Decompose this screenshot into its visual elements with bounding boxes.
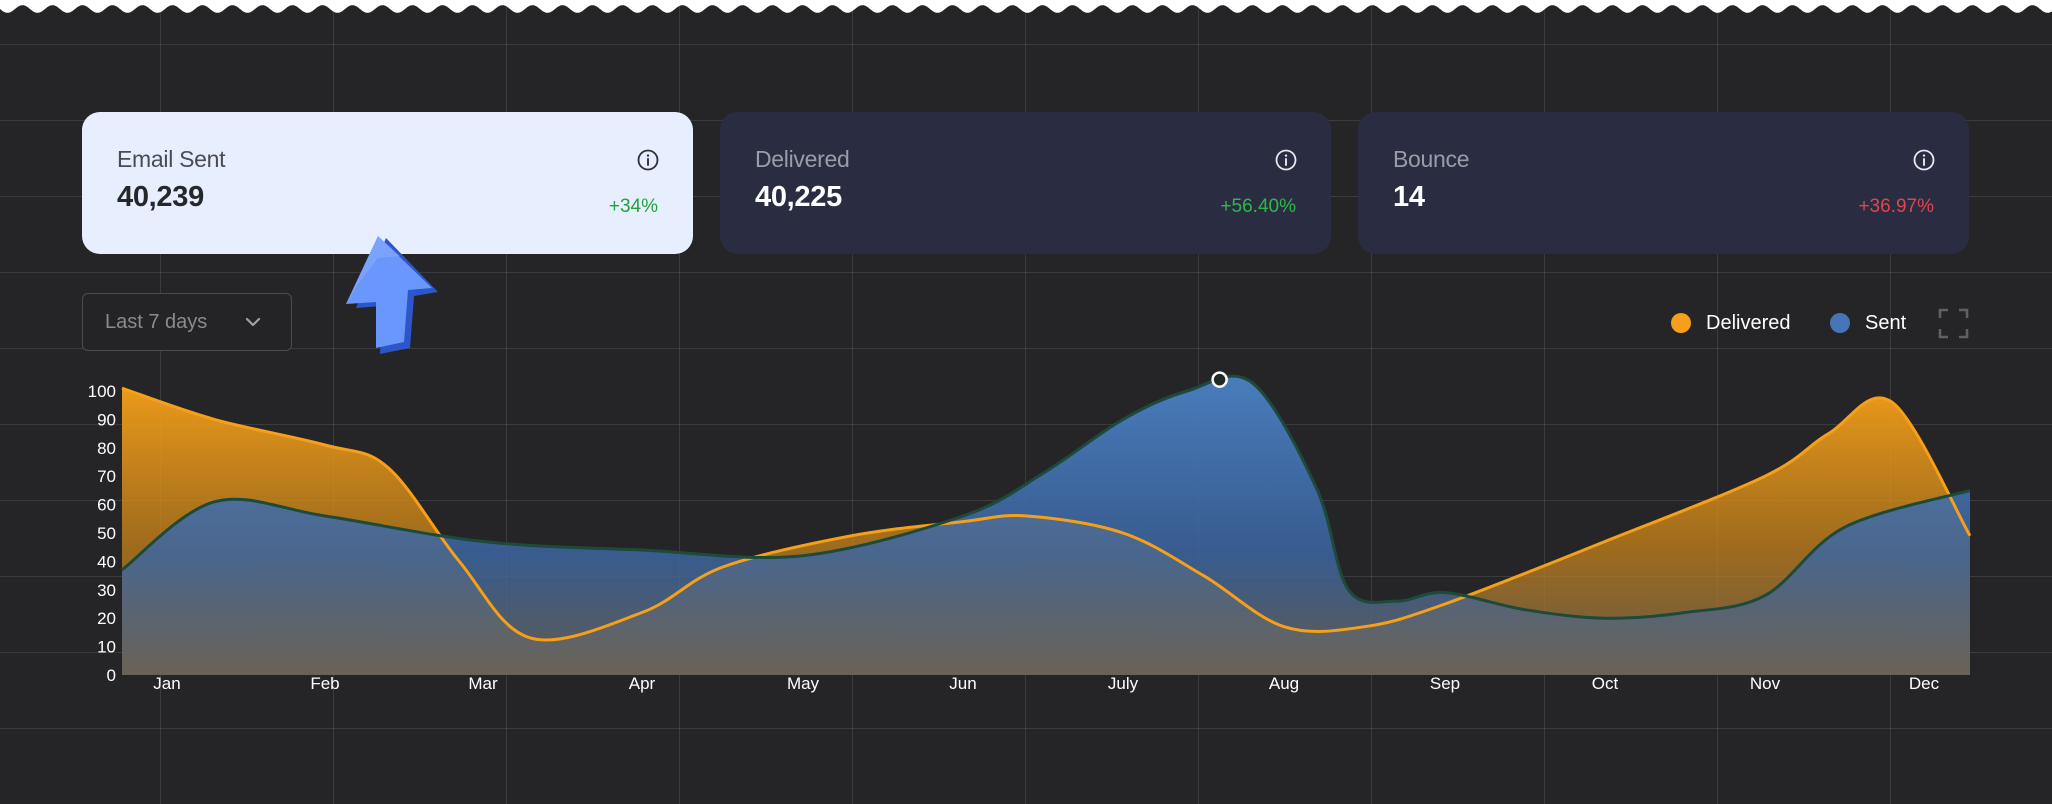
y-tick-label: 70: [97, 467, 116, 486]
x-tick-label: Oct: [1592, 674, 1619, 693]
y-tick-label: 10: [97, 638, 116, 657]
y-tick-label: 80: [97, 439, 116, 458]
legend-label-sent: Sent: [1865, 311, 1907, 334]
delivered-card[interactable]: Delivered 40,225 +56.40%: [720, 112, 1331, 254]
y-axis: 0 10 20 30 40 50 60 70 80 90 100: [88, 382, 116, 685]
chart-markers: [1211, 371, 1228, 388]
info-icon[interactable]: [636, 148, 660, 172]
x-tick-label: July: [1108, 674, 1139, 693]
line-delivered: [121, 386, 1972, 642]
email-sent-change: +34%: [608, 196, 658, 217]
delivered-label: Delivered: [755, 146, 850, 172]
y-tick-label: 90: [97, 410, 116, 429]
bounce-label: Bounce: [1393, 146, 1470, 172]
y-tick-label: 0: [107, 666, 116, 685]
area-sent: [122, 376, 1970, 675]
x-tick-label: Jun: [949, 674, 976, 693]
delivered-change: +56.40%: [1220, 196, 1296, 217]
x-tick-label: Feb: [310, 674, 339, 693]
x-tick-label: Sep: [1430, 674, 1460, 693]
x-tick-label: Aug: [1269, 674, 1299, 693]
x-axis: Jan Feb Mar Apr May Jun July Aug Sep Oct Nov Dec: [153, 674, 1939, 693]
period-select-value: Last 7 days: [105, 311, 208, 333]
torn-paper-edge: [0, 0, 2052, 13]
chevron-down-icon: [245, 317, 261, 327]
legend-item-sent[interactable]: Sent: [1830, 309, 1906, 337]
highlight-point-sent: [1211, 371, 1228, 388]
y-tick-label: 60: [97, 496, 116, 515]
legend-dot-sent: [1830, 313, 1850, 333]
legend-dot-delivered: [1671, 313, 1691, 333]
y-tick-label: 50: [97, 524, 116, 543]
x-tick-label: Apr: [629, 674, 656, 693]
x-tick-label: Jan: [153, 674, 180, 693]
y-tick-label: 100: [88, 382, 116, 401]
delivered-value: 40,225: [755, 181, 842, 213]
fullscreen-icon[interactable]: [1938, 308, 1969, 339]
x-tick-label: Mar: [468, 674, 498, 693]
info-icon[interactable]: [1274, 148, 1298, 172]
x-tick-label: Dec: [1909, 674, 1940, 693]
email-sent-label: Email Sent: [117, 146, 226, 172]
cursor-arrow-icon: [346, 236, 438, 354]
y-tick-label: 40: [97, 552, 116, 571]
bounce-value: 14: [1393, 181, 1425, 213]
y-tick-label: 20: [97, 609, 116, 628]
legend-label-delivered: Delivered: [1706, 311, 1791, 334]
email-sent-value: 40,239: [117, 181, 204, 213]
y-tick-label: 30: [97, 581, 116, 600]
chart-areas: [122, 376, 1970, 675]
email-sent-card[interactable]: Email Sent 40,239 +34%: [82, 112, 693, 254]
legend-item-delivered[interactable]: Delivered: [1671, 309, 1790, 337]
bounce-change: +36.97%: [1858, 196, 1934, 217]
period-select[interactable]: Last 7 days: [82, 293, 292, 351]
x-tick-label: Nov: [1750, 674, 1781, 693]
info-icon[interactable]: [1912, 148, 1936, 172]
bounce-card[interactable]: Bounce 14 +36.97%: [1358, 112, 1969, 254]
x-tick-label: May: [787, 674, 820, 693]
